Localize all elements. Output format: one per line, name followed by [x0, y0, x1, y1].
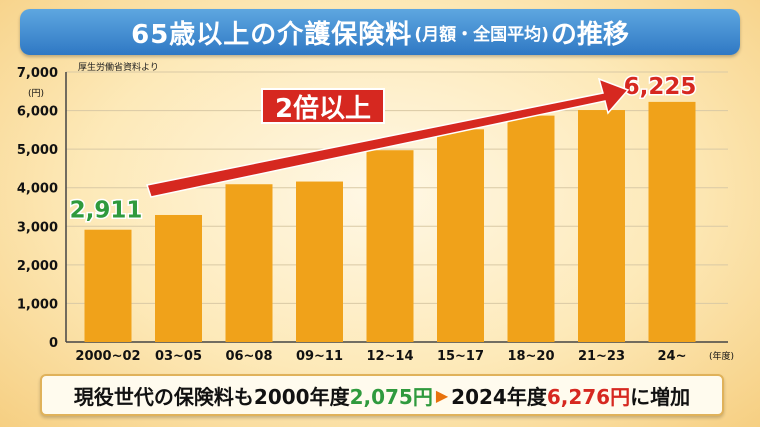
- y-tick-label: 3,000: [17, 220, 58, 235]
- footer-year-from: 2000年度: [253, 384, 350, 409]
- y-tick-label: 6,000: [17, 105, 58, 120]
- x-tick-label: 09~11: [296, 349, 343, 364]
- bar: [437, 129, 484, 342]
- bar: [296, 181, 343, 342]
- y-tick-label: 1,000: [17, 297, 58, 312]
- data-label-first: 2,911: [70, 198, 143, 224]
- x-unit-label: (年度): [709, 350, 734, 362]
- x-tick-label: 12~14: [366, 349, 413, 364]
- footer-caption: 現役世代の保険料も 2000年度 2,075円 ▶ 2024年度 6,276円 …: [40, 374, 724, 416]
- x-tick-label: 24~: [658, 349, 687, 364]
- chart-title: 65歳以上の介護保険料 (月額・全国平均) の推移: [20, 9, 740, 55]
- y-tick-label: 7,000: [17, 66, 58, 81]
- footer-value-from: 2,075円: [349, 384, 433, 409]
- trend-arrow-icon: [146, 77, 630, 198]
- x-tick-label: 2000~02: [75, 349, 140, 364]
- arrow-label-box: [261, 88, 385, 124]
- x-tick-label: 06~08: [225, 349, 272, 364]
- arrow-label: 2倍以上: [275, 93, 371, 124]
- bar: [578, 110, 625, 342]
- bar: [507, 115, 555, 342]
- bar: [84, 229, 132, 342]
- y-unit-label: (円): [28, 88, 44, 99]
- source-note: 厚生労働省資料より: [78, 63, 159, 73]
- footer-arrow-icon: ▶: [435, 385, 449, 405]
- title-sub: (月額・全国平均): [414, 24, 549, 45]
- bar: [648, 101, 696, 343]
- title-main: 65歳以上の介護保険料: [131, 19, 413, 50]
- x-tick-label: 18~20: [507, 349, 554, 364]
- y-tick-label: 4,000: [17, 182, 58, 197]
- y-tick-label: 2,000: [17, 259, 58, 274]
- x-tick-label: 15~17: [437, 349, 484, 364]
- footer-year-to: 2024年度: [451, 384, 547, 409]
- bar-chart: 0 1,000 2,000 3,000 4,000 5,000 6,000 7,000 (円) 2…: [17, 66, 734, 364]
- bar: [155, 214, 202, 342]
- footer-value-to: 6,276円: [546, 384, 631, 409]
- x-tick-label: 21~23: [578, 349, 625, 364]
- bar: [366, 150, 414, 342]
- y-tick-label: 0: [49, 336, 58, 351]
- title-tail: の推移: [550, 19, 629, 50]
- data-label-last: 6,225: [624, 74, 697, 100]
- x-tick-label: 03~05: [155, 349, 202, 364]
- footer-suffix: に増加: [630, 384, 691, 409]
- y-tick-label: 5,000: [17, 143, 58, 158]
- bar: [225, 184, 273, 342]
- footer-prefix: 現役世代の保険料も: [73, 384, 254, 409]
